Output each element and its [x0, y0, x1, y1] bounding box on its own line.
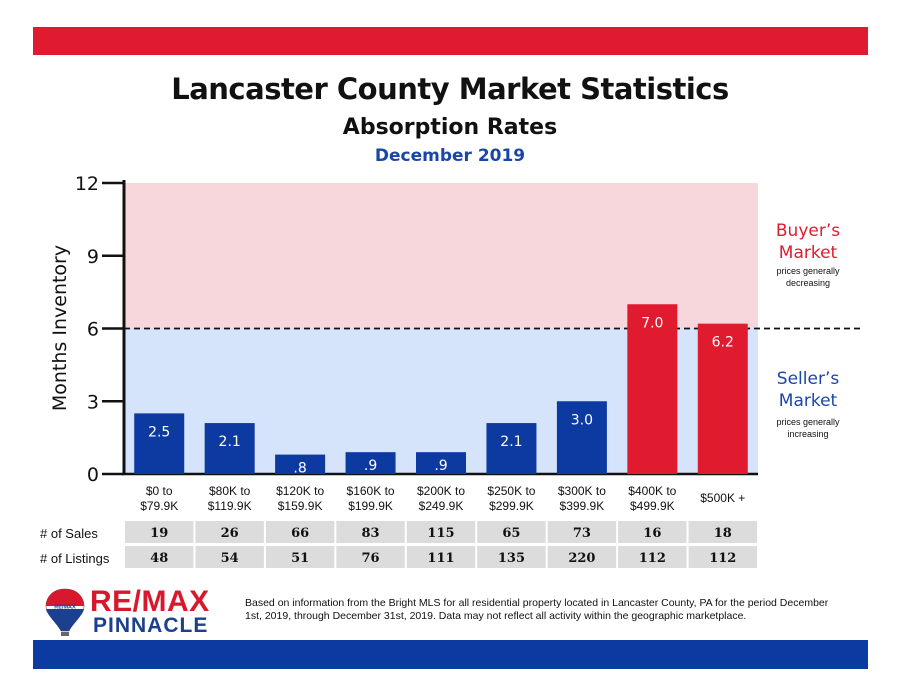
listings-value: 135 [498, 551, 525, 566]
bar-value-label: .8 [293, 461, 306, 477]
sales-cell [336, 521, 405, 543]
listings-row-label: # of Listings [40, 551, 110, 566]
top-red-band [33, 27, 868, 55]
bar [556, 401, 607, 474]
listings-cell [618, 546, 687, 568]
y-tick-label: 0 [87, 464, 99, 486]
category-label: $500K + [700, 491, 745, 505]
bar-value-label: .9 [434, 458, 447, 474]
category-label: $120K to [276, 484, 324, 498]
report-date: December 2019 [374, 146, 526, 166]
bar-value-label: 2.1 [219, 434, 241, 450]
sales-value: 115 [427, 526, 454, 541]
sales-cell [195, 521, 264, 543]
category-label: $200K to [417, 484, 465, 498]
bar [204, 423, 255, 474]
listings-value: 112 [709, 551, 736, 566]
buyers-market-note: prices generally [776, 266, 840, 276]
sales-cell [547, 521, 617, 543]
source-footnote: Based on information from the Bright MLS… [245, 597, 829, 622]
sales-value: 26 [221, 526, 239, 541]
category-label: $399.9K [560, 499, 605, 513]
listings-value: 48 [150, 551, 168, 566]
bottom-blue-band [33, 640, 868, 669]
bar-value-label: 7.0 [641, 315, 663, 331]
sales-value: 83 [362, 526, 380, 541]
category-label: $159.9K [278, 499, 323, 513]
sales-value: 18 [714, 526, 732, 541]
sales-cell [406, 521, 476, 543]
listings-cell [688, 546, 757, 568]
bar [486, 423, 537, 474]
remax-logo: RE/MAX RE/MAX PINNACLE [45, 587, 215, 637]
bar-value-label: .9 [364, 458, 377, 474]
listings-value: 220 [568, 551, 595, 566]
sales-cell [618, 521, 687, 543]
category-label: $79.9K [140, 499, 178, 513]
category-label: $249.9K [419, 499, 464, 513]
sales-value: 16 [643, 526, 661, 541]
category-label: $160K to [347, 484, 395, 498]
buyers-market-title: Market [779, 243, 838, 263]
page-subtitle: Absorption Rates [342, 115, 558, 140]
sellers-market-title: Market [779, 391, 838, 411]
bar [416, 452, 466, 474]
logo-subtitle: PINNACLE [93, 614, 209, 637]
y-axis-title: Months Inventory [49, 245, 71, 411]
category-label: $199.9K [348, 499, 393, 513]
category-label: $80K to [209, 484, 251, 498]
sellers-market-note: prices generally [776, 417, 840, 427]
sales-cell [265, 521, 335, 543]
category-label: $250K to [487, 484, 535, 498]
listings-value: 54 [221, 551, 239, 566]
listings-value: 51 [291, 551, 309, 566]
category-label: $300K to [558, 484, 606, 498]
bar [697, 323, 748, 474]
y-tick-label: 6 [87, 319, 99, 341]
listings-value: 76 [362, 551, 380, 566]
bar-value-label: 6.2 [712, 335, 734, 351]
sales-cell [688, 521, 757, 543]
listings-cell [125, 546, 194, 568]
sales-value: 19 [150, 526, 168, 541]
sales-value: 73 [573, 526, 591, 541]
sales-cell [477, 521, 546, 543]
y-tick-label: 3 [87, 391, 99, 413]
category-label: $0 to [146, 484, 173, 498]
bar [275, 454, 326, 474]
balloon-icon: RE/MAX [45, 588, 85, 636]
sellers-market-title: Seller’s [777, 369, 840, 389]
listings-cell [406, 546, 476, 568]
svg-text:RE/MAX: RE/MAX [54, 605, 76, 611]
category-label: $499.9K [630, 499, 675, 513]
category-label: $299.9K [489, 499, 534, 513]
page-title: Lancaster County Market Statistics [171, 72, 729, 106]
sales-row-label: # of Sales [40, 526, 98, 541]
listings-cell [265, 546, 335, 568]
listings-cell [547, 546, 617, 568]
listings-value: 111 [427, 551, 454, 566]
sales-value: 65 [502, 526, 520, 541]
bar [134, 413, 185, 474]
bar [627, 304, 678, 474]
buyers-market-note: decreasing [786, 278, 830, 288]
buyers-market-title: Buyer’s [776, 221, 840, 241]
bar-value-label: 2.5 [148, 424, 170, 440]
bar-value-label: 2.1 [500, 434, 522, 450]
bar [345, 452, 396, 474]
sales-value: 66 [291, 526, 309, 541]
category-label: $400K to [628, 484, 676, 498]
listings-cell [336, 546, 405, 568]
y-tick-label: 9 [87, 246, 99, 268]
listings-cell [195, 546, 264, 568]
listings-value: 112 [639, 551, 666, 566]
listings-cell [477, 546, 546, 568]
sales-cell [125, 521, 194, 543]
bar-value-label: 3.0 [571, 412, 593, 428]
y-tick-label: 12 [75, 173, 99, 195]
sellers-market-note: increasing [787, 429, 828, 439]
logo-wordmark: RE/MAX [90, 585, 210, 618]
category-label: $119.9K [208, 499, 252, 513]
